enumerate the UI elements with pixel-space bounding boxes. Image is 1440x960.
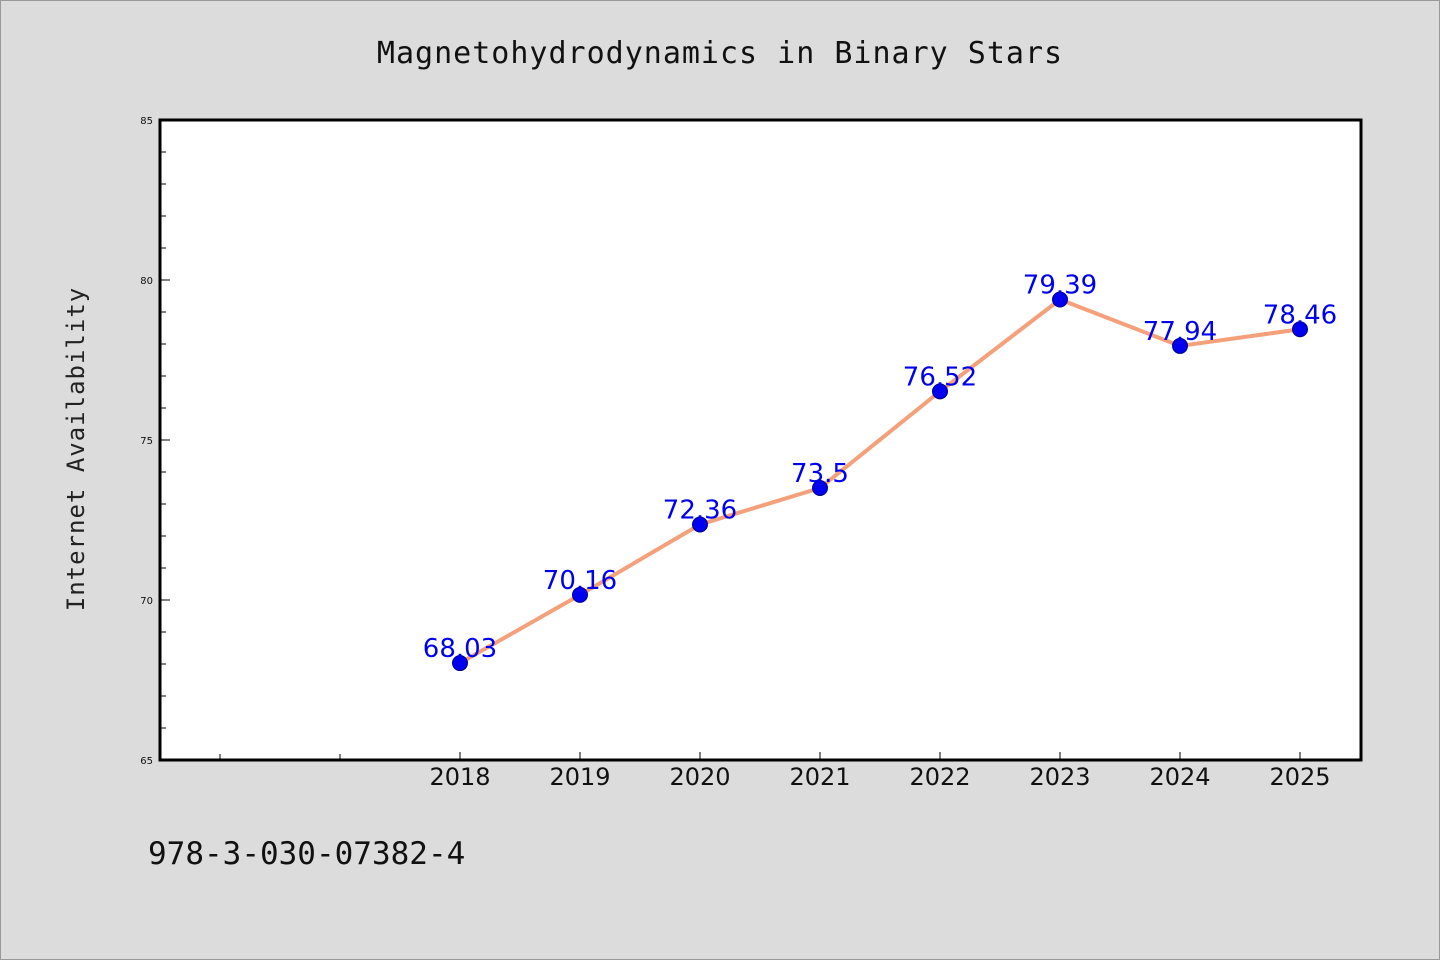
data-point-marker xyxy=(572,586,588,603)
data-point-marker xyxy=(812,480,828,496)
data-label: 70.16 xyxy=(543,566,617,596)
series-line-layer xyxy=(458,297,1302,666)
y-axis-label: Internet Availability xyxy=(62,287,90,611)
axis-ticks: 65 70 75 80 85 2018 2019 2020 2021 2022 2023 2024 20… xyxy=(140,116,1330,791)
data-label: 76.52 xyxy=(903,362,977,392)
x-tick-label: 2023 xyxy=(1029,763,1090,791)
data-point-marker xyxy=(692,516,708,533)
series-line xyxy=(458,297,1302,666)
plot-border xyxy=(158,118,1363,762)
x-tick-label: 2024 xyxy=(1149,763,1210,791)
data-label: 73.5 xyxy=(791,459,849,489)
data-point-marker xyxy=(452,655,468,672)
y-tick-label: 80 xyxy=(140,276,153,287)
data-label: 68.03 xyxy=(423,634,497,664)
x-tick-label: 2021 xyxy=(789,763,850,791)
y-tick-label: 85 xyxy=(140,116,153,127)
chart-title: Magnetohydrodynamics in Binary Stars xyxy=(377,36,1063,71)
x-tick-label: 2025 xyxy=(1269,763,1330,791)
x-tick-label: 2019 xyxy=(549,763,610,791)
data-point-marker xyxy=(1052,291,1068,308)
x-tick-label: 2018 xyxy=(429,763,490,791)
plot-area xyxy=(160,120,1361,760)
isbn-footer: 978-3-030-07382-4 xyxy=(148,836,465,872)
data-point-marker xyxy=(1172,337,1188,354)
y-tick-label: 75 xyxy=(140,436,153,447)
data-label: 77.94 xyxy=(1143,317,1217,347)
y-tick-label: 65 xyxy=(140,756,153,767)
data-labels: 68.03 70.16 72.36 73.5 76.52 79.39 77.94 78.46 xyxy=(423,271,1337,665)
x-tick-label: 2022 xyxy=(909,763,970,791)
data-point-marker xyxy=(1292,321,1308,338)
data-label: 79.39 xyxy=(1023,271,1097,301)
data-markers xyxy=(452,291,1308,672)
data-label: 72.36 xyxy=(663,495,737,525)
data-label: 78.46 xyxy=(1263,300,1337,330)
y-tick-label: 70 xyxy=(140,596,153,607)
x-tick-label: 2020 xyxy=(669,763,730,791)
data-point-marker xyxy=(932,383,948,400)
